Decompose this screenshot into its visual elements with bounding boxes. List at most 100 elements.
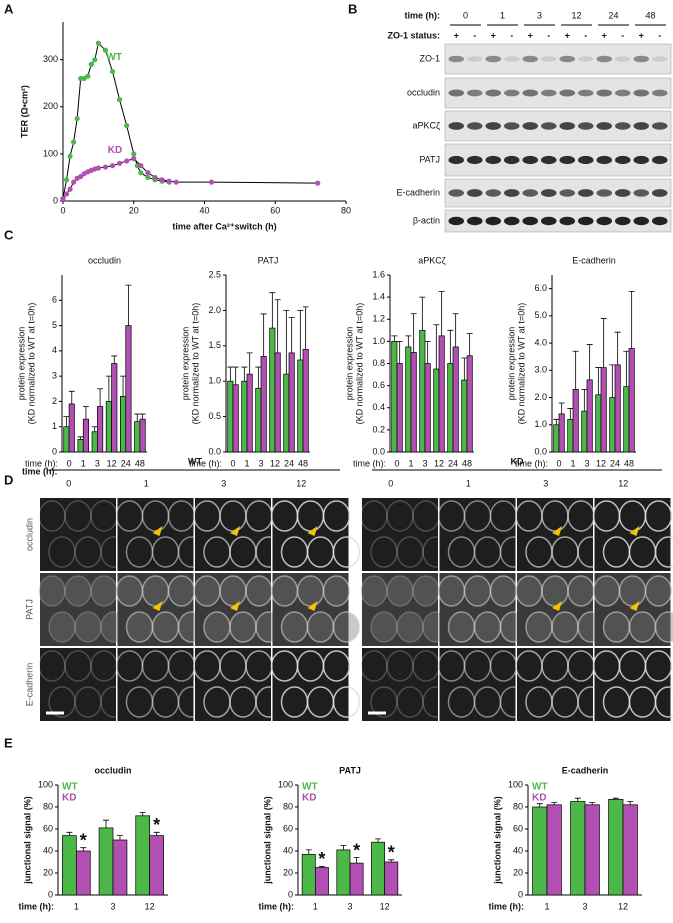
cell-outline (654, 611, 673, 643)
error-bar (241, 366, 248, 382)
arrowhead (629, 601, 640, 611)
y-tick-label: 80 (283, 801, 293, 811)
blot-band (485, 189, 502, 197)
bar (396, 363, 403, 453)
bar (288, 352, 295, 453)
blot-band (577, 155, 594, 165)
y-tick-label: 1.4 (372, 292, 385, 302)
data-point (131, 151, 137, 157)
data-point (138, 170, 144, 176)
cell-outline (90, 575, 118, 607)
bar (608, 798, 624, 896)
data-point (102, 47, 109, 53)
blot-band (522, 216, 539, 226)
blot-status: - (473, 30, 476, 40)
blot-strip (444, 209, 672, 233)
micrograph-time: 1 (466, 478, 471, 488)
y-tick-label: 1.0 (208, 376, 221, 386)
blot-band (651, 155, 668, 165)
y-tick-label: 0.0 (208, 446, 221, 456)
y-tick-label: 300 (43, 54, 58, 64)
blot-band (503, 189, 520, 197)
data-point (124, 123, 130, 129)
x-tick-label: 3 (258, 458, 263, 468)
micrograph (439, 498, 516, 571)
micrograph (272, 648, 349, 721)
cell-outline (38, 575, 66, 607)
blot-row-label: E-cadherin (396, 187, 440, 197)
y-tick-label: 1.0 (372, 336, 385, 346)
y-tick-label: 0.6 (372, 380, 385, 390)
cell-outline (654, 536, 673, 568)
cell-outline (360, 575, 388, 607)
data-point (67, 186, 73, 192)
data-point (109, 163, 116, 169)
error-bar (452, 313, 459, 347)
bar (77, 439, 84, 453)
bar (600, 367, 607, 453)
y-tick-label: 0 (52, 446, 57, 456)
data-point (166, 178, 172, 184)
cell-outline (38, 500, 66, 532)
series-line (62, 158, 318, 199)
x-tick-label: 1 (74, 901, 79, 911)
micrograph-time: 3 (543, 478, 548, 488)
blot-band (466, 216, 483, 226)
y-axis-label: protein expression (180, 327, 190, 401)
bar (75, 850, 91, 896)
blot-band (522, 155, 539, 165)
cell-outline (64, 500, 92, 532)
error-bar (153, 831, 160, 836)
bar (424, 363, 431, 453)
blot-row-label: occludin (407, 87, 440, 97)
bar (97, 406, 104, 453)
data-point (159, 177, 165, 183)
cell-outline (386, 650, 414, 682)
y-axis-label: (KD normalized to WT at t=0h) (516, 303, 526, 425)
blot-band (485, 155, 502, 165)
error-bar (120, 375, 127, 397)
legend-entry: WT (302, 782, 318, 793)
cell-outline (115, 575, 144, 607)
cell-outline (64, 650, 92, 682)
y-axis-label: junctional signal (%) (492, 796, 502, 885)
bar (570, 801, 586, 896)
bar (532, 806, 548, 896)
blot-band (540, 189, 557, 197)
cell-outline (151, 611, 180, 643)
y-tick-label: 5.0 (534, 310, 547, 320)
cell-outline (167, 575, 196, 607)
data-point (92, 57, 98, 63)
arrowhead (152, 601, 163, 611)
bar (149, 835, 164, 896)
cell-outline (644, 650, 673, 682)
error-bar (66, 831, 73, 836)
micrograph-time: 12 (296, 478, 306, 488)
y-tick-label: 20 (513, 867, 523, 877)
y-axis-label: protein expression (506, 327, 516, 401)
cell-outline (38, 650, 66, 682)
bar (628, 348, 635, 453)
error-bar (77, 436, 84, 440)
x-tick-label: 20 (129, 205, 139, 215)
blot-band (466, 122, 483, 130)
x-tick-label: 60 (270, 205, 280, 215)
significance-mark: * (80, 830, 87, 850)
data-point (145, 170, 151, 176)
micrograph (517, 573, 593, 646)
blot-band (485, 55, 502, 63)
y-tick-label: 3 (52, 371, 57, 381)
blot-status-label: ZO-1 status: (387, 30, 440, 40)
error-bar (302, 306, 309, 350)
bar (111, 363, 118, 453)
blot-band (614, 122, 631, 130)
bar (139, 418, 146, 453)
blot-band (559, 216, 576, 226)
micrograph (117, 648, 194, 721)
error-bar (82, 406, 89, 420)
blot-band (540, 216, 557, 226)
cell-outline (489, 575, 518, 607)
blot-band (485, 216, 502, 226)
y-tick-label: 2.0 (534, 392, 547, 402)
x-axis-label: time (h): (515, 458, 548, 468)
